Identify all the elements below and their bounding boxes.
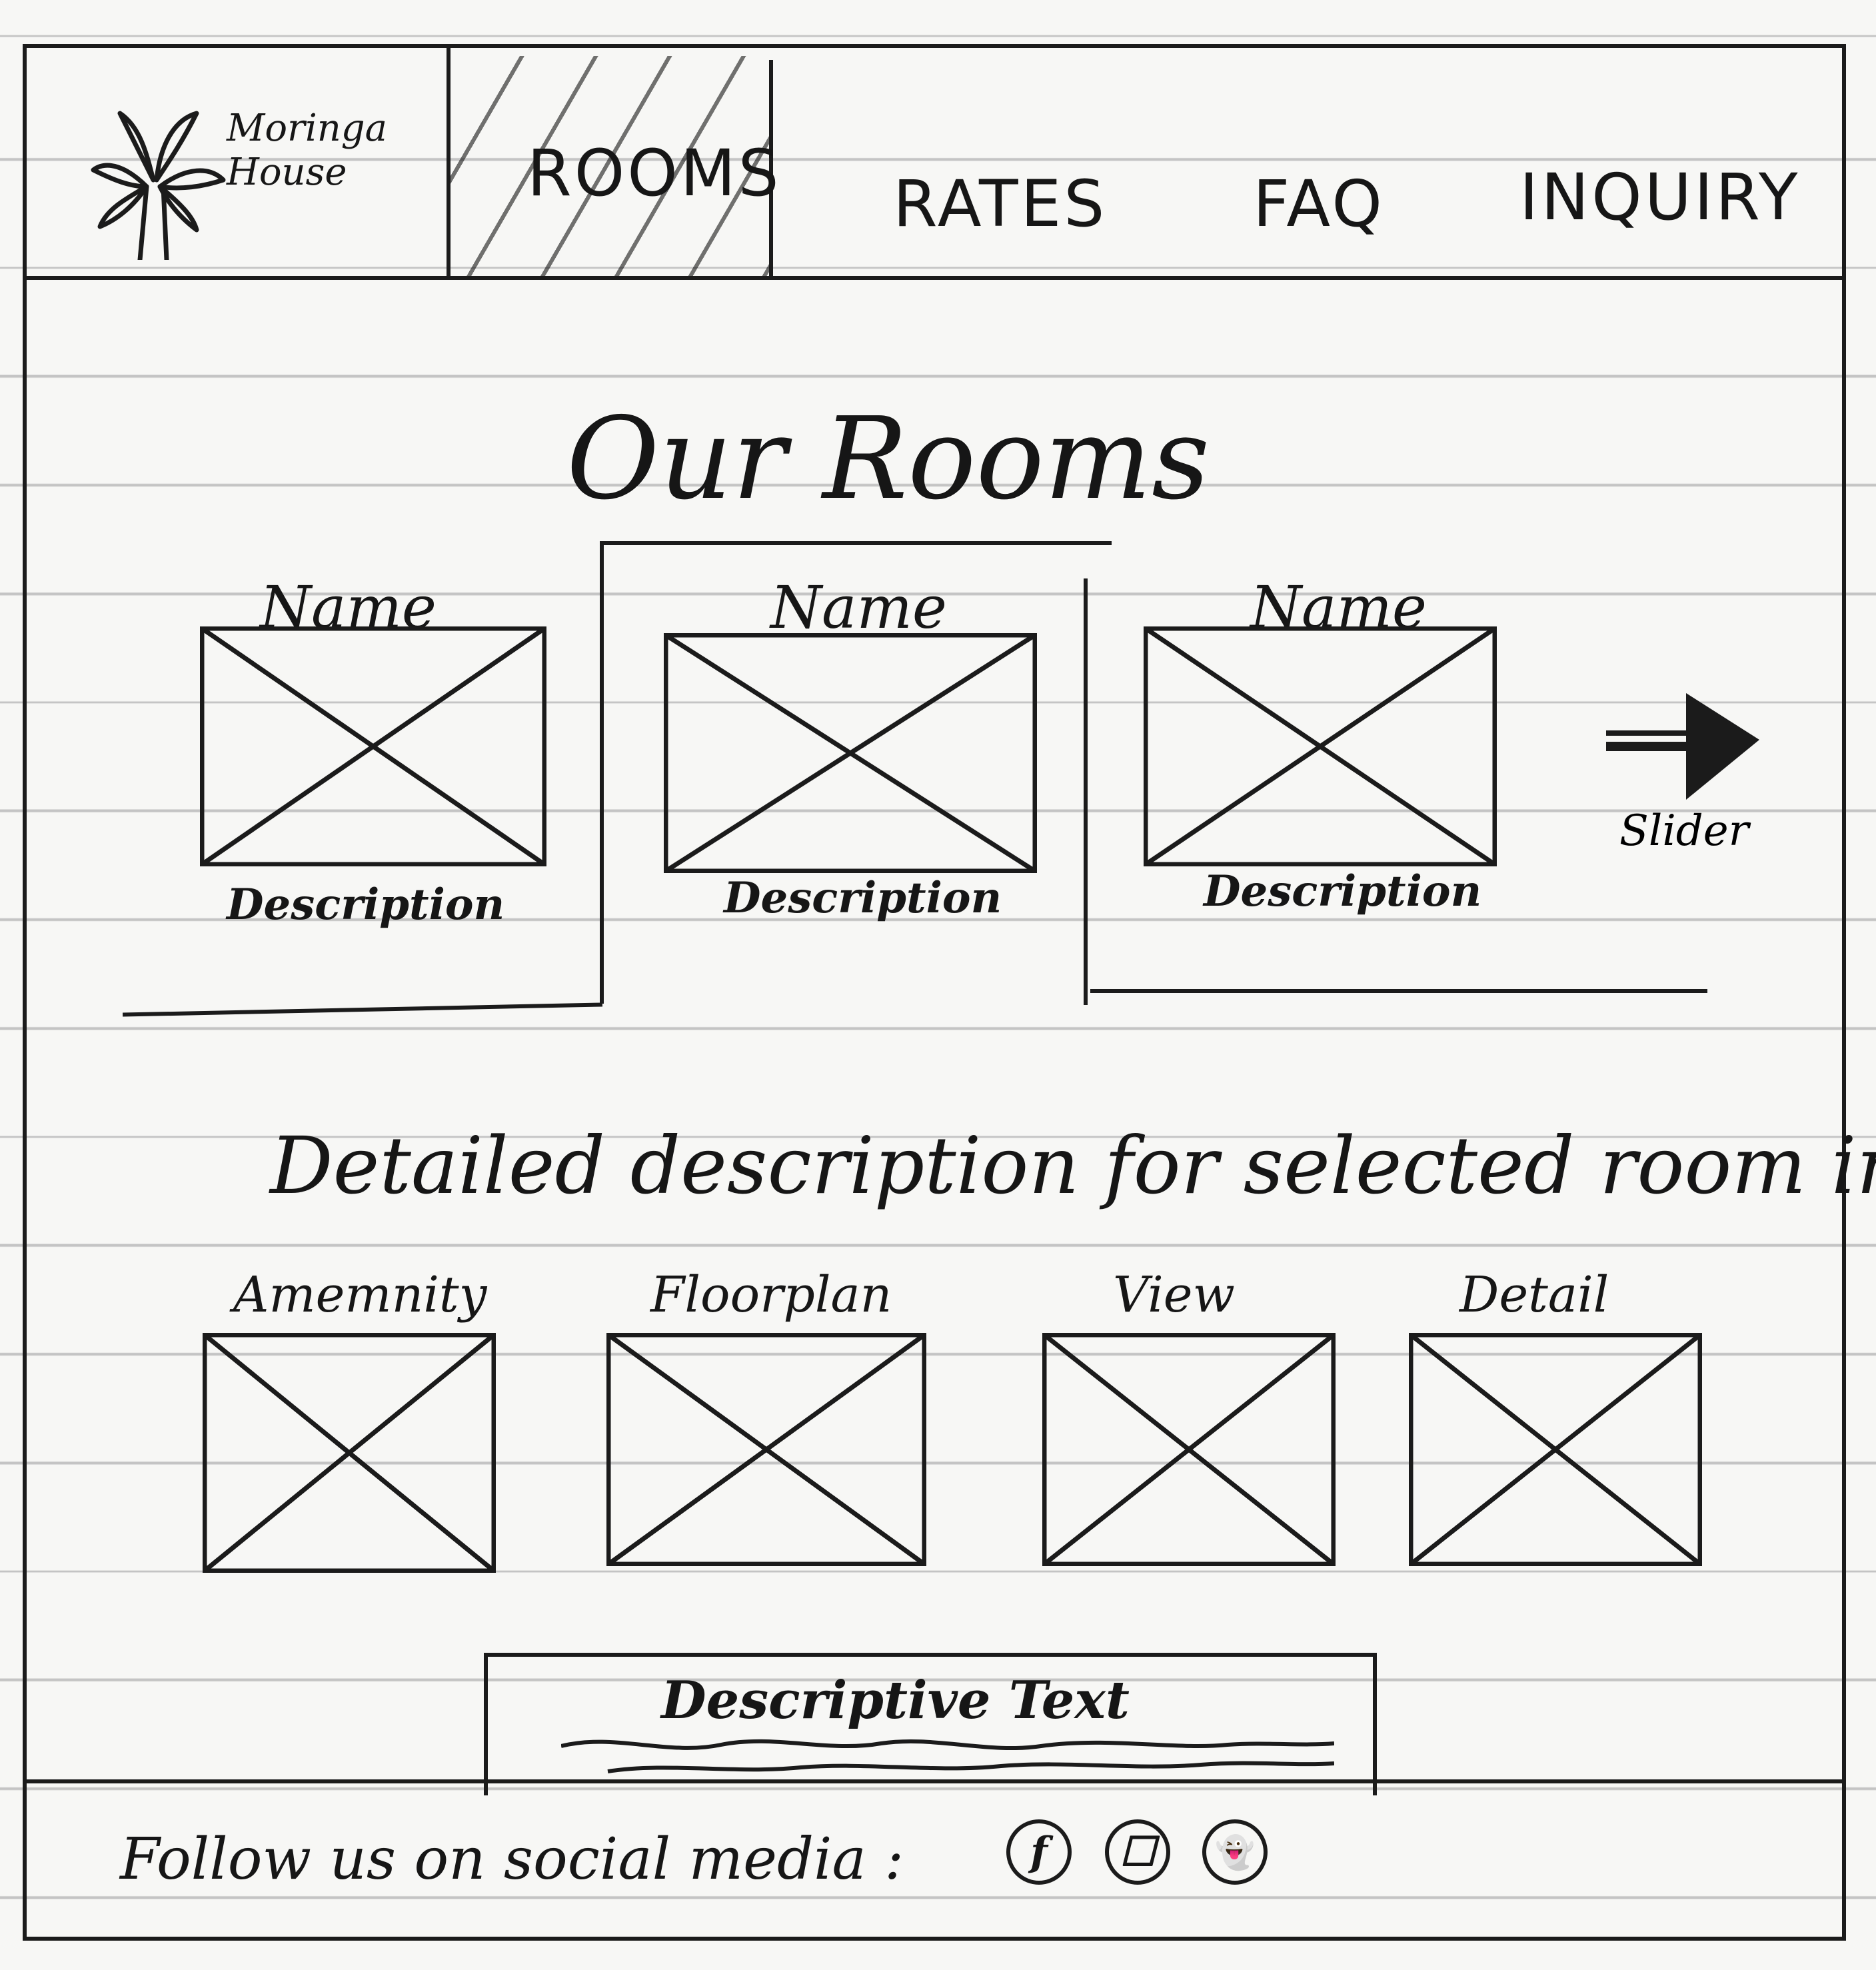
image-placeholder — [203, 1333, 496, 1573]
footer-text: Follow us on social media : — [120, 1826, 904, 1893]
card-divider — [600, 541, 1112, 545]
thumb-label: Floorplan — [650, 1266, 892, 1324]
nav-inquiry[interactable]: INQUIRY — [1519, 147, 1813, 247]
thumb-label: Amemnity — [233, 1266, 487, 1324]
nav-rooms[interactable]: ROOMS — [451, 56, 779, 276]
card-divider — [1090, 989, 1707, 993]
nav-faq-label: FAQ — [1253, 167, 1385, 241]
image-placeholder — [1144, 626, 1497, 866]
section-title: Detailed description for selected room i… — [270, 1120, 1876, 1212]
slider-next-button[interactable]: Slider — [1593, 680, 1793, 880]
nav-rates-label: RATES — [893, 167, 1108, 241]
image-placeholder — [1409, 1333, 1702, 1566]
room-card[interactable]: Name Description — [120, 560, 600, 1013]
nav-rates[interactable]: RATES — [893, 153, 1113, 253]
logo[interactable]: Moringa House — [67, 80, 413, 273]
room-card-name: Name — [770, 573, 947, 642]
footer-top-rule — [23, 1779, 1846, 1783]
page-title: Our Rooms — [566, 393, 1210, 525]
descriptive-text-label: Descriptive Text — [661, 1670, 1130, 1731]
logo-text: Moringa House — [227, 107, 388, 194]
detail-thumb[interactable]: View — [1040, 1266, 1346, 1586]
thumb-label: Detail — [1459, 1266, 1609, 1324]
detail-thumb[interactable]: Detail — [1406, 1266, 1713, 1586]
room-card[interactable]: Name Description — [1090, 560, 1570, 1013]
card-divider — [1084, 578, 1088, 1005]
header-divider — [447, 48, 451, 280]
header-bottom-rule — [23, 276, 1846, 280]
image-placeholder — [200, 626, 546, 866]
image-placeholder — [606, 1333, 926, 1566]
room-card-description: Description — [227, 880, 505, 930]
nav-faq[interactable]: FAQ — [1253, 153, 1406, 253]
card-divider — [600, 545, 604, 1004]
snapchat-icon[interactable]: 👻 — [1202, 1819, 1268, 1885]
thumb-label: View — [1113, 1266, 1235, 1324]
header-divider — [769, 60, 773, 280]
nav-inquiry-label: INQUIRY — [1519, 160, 1801, 235]
nav-rooms-label: ROOMS — [527, 136, 782, 211]
room-card[interactable]: Name Description — [604, 560, 1084, 1013]
detail-thumb[interactable]: Amemnity — [200, 1266, 513, 1586]
facebook-icon[interactable]: f — [1006, 1819, 1072, 1885]
instagram-icon[interactable]: ☐ — [1105, 1819, 1170, 1885]
room-card-description: Description — [1204, 866, 1482, 916]
descriptive-text-box: Descriptive Text — [484, 1653, 1377, 1795]
room-card-description: Description — [724, 873, 1002, 923]
image-placeholder — [664, 633, 1037, 873]
palm-tree-icon — [91, 111, 226, 260]
page-frame — [23, 44, 1846, 1941]
image-placeholder — [1042, 1333, 1336, 1566]
detail-thumb[interactable]: Floorplan — [604, 1266, 937, 1586]
arrow-right-icon — [1606, 693, 1759, 800]
slider-label: Slider — [1619, 806, 1749, 856]
placeholder-text-lines — [561, 1739, 1334, 1773]
